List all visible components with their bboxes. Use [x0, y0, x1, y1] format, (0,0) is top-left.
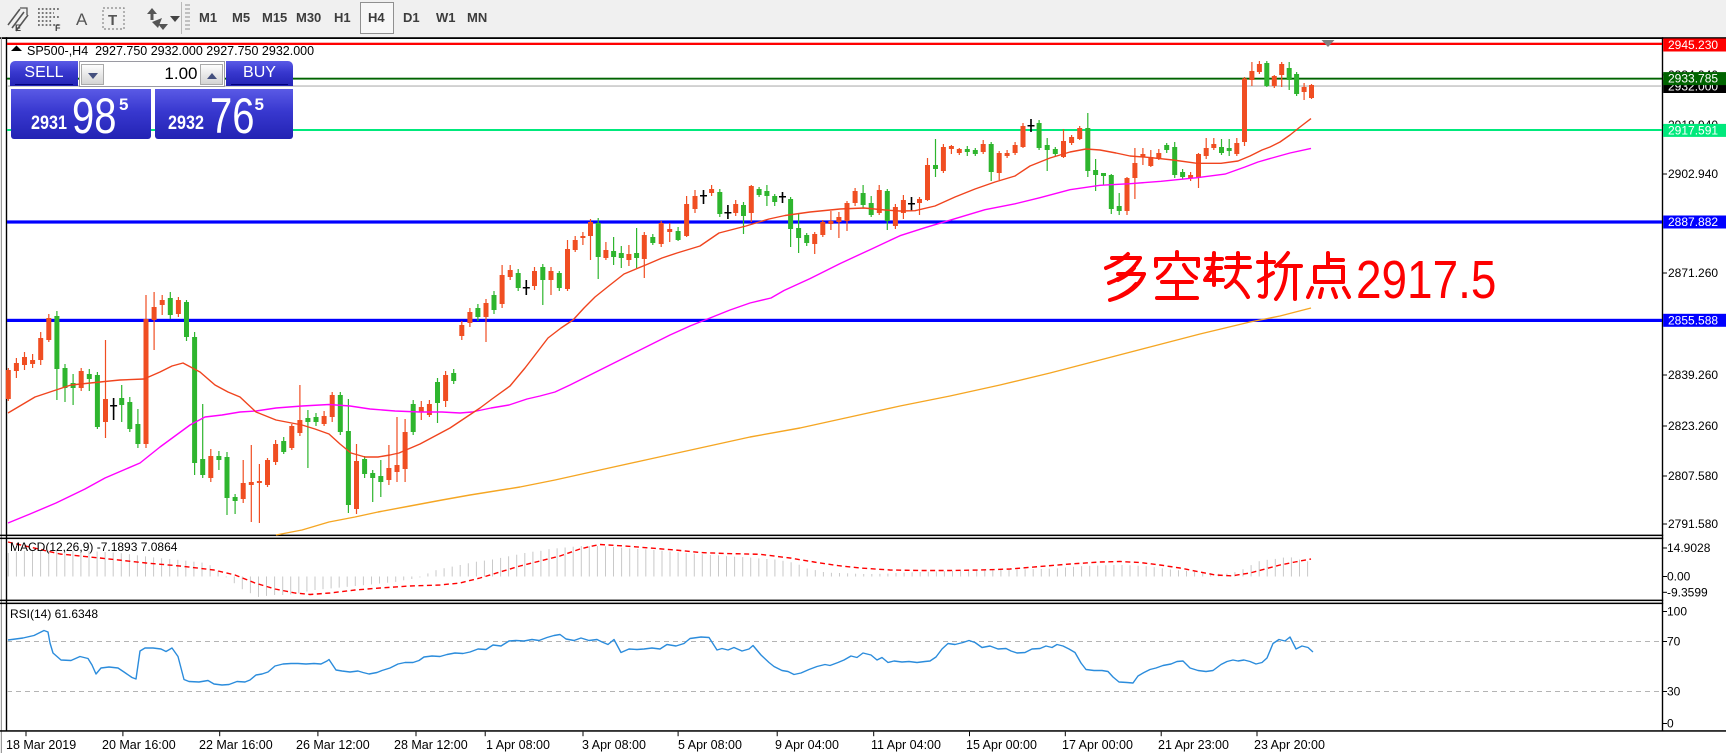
svg-text:T: T [108, 12, 117, 29]
svg-text:17 Apr 00:00: 17 Apr 00:00 [1062, 738, 1133, 752]
svg-text:15 Apr 00:00: 15 Apr 00:00 [966, 738, 1037, 752]
svg-text:20 Mar 16:00: 20 Mar 16:00 [102, 738, 176, 752]
svg-text:2823.260: 2823.260 [1668, 419, 1718, 433]
svg-text:18 Mar 2019: 18 Mar 2019 [6, 738, 76, 752]
svg-text:2902.940: 2902.940 [1668, 167, 1718, 181]
svg-text:14.9028: 14.9028 [1667, 541, 1711, 555]
svg-text:0.00: 0.00 [1667, 570, 1691, 584]
svg-text:5 Apr 08:00: 5 Apr 08:00 [678, 738, 742, 752]
svg-text:2917.591: 2917.591 [1668, 123, 1718, 137]
svg-text:2945.230: 2945.230 [1668, 38, 1718, 52]
svg-text:1 Apr 08:00: 1 Apr 08:00 [486, 738, 550, 752]
svg-text:2839.260: 2839.260 [1668, 368, 1718, 382]
svg-text:23 Apr 20:00: 23 Apr 20:00 [1254, 738, 1325, 752]
svg-text:2807.580: 2807.580 [1668, 469, 1718, 483]
svg-text:2791.580: 2791.580 [1668, 517, 1718, 531]
svg-text:RSI(14) 61.6348: RSI(14) 61.6348 [10, 607, 98, 621]
svg-text:9 Apr 04:00: 9 Apr 04:00 [775, 738, 839, 752]
svg-text:22 Mar 16:00: 22 Mar 16:00 [199, 738, 273, 752]
svg-text:A: A [76, 10, 88, 29]
svg-text:2871.260: 2871.260 [1668, 266, 1718, 280]
svg-text:SP500-,H4 2927.750 2932.000 2: SP500-,H4 2927.750 2932.000 2927.750 293… [27, 44, 314, 58]
svg-text:MACD(12,26,9) -7.1893 7.0864: MACD(12,26,9) -7.1893 7.0864 [10, 540, 178, 554]
svg-text:30: 30 [1667, 685, 1681, 699]
svg-text:E: E [15, 23, 21, 33]
svg-text:2917.5: 2917.5 [1356, 250, 1496, 310]
svg-text:11 Apr 04:00: 11 Apr 04:00 [871, 738, 941, 752]
svg-text:F: F [55, 23, 61, 33]
svg-text:2887.882: 2887.882 [1668, 215, 1718, 229]
svg-text:21 Apr 23:00: 21 Apr 23:00 [1158, 738, 1229, 752]
svg-text:2855.588: 2855.588 [1668, 313, 1718, 327]
svg-text:100: 100 [1667, 605, 1687, 619]
svg-text:28 Mar 12:00: 28 Mar 12:00 [394, 738, 468, 752]
svg-text:26 Mar 12:00: 26 Mar 12:00 [296, 738, 370, 752]
svg-text:2933.785: 2933.785 [1668, 72, 1718, 86]
svg-text:70: 70 [1667, 635, 1681, 649]
svg-text:-9.3599: -9.3599 [1667, 585, 1708, 599]
svg-text:3 Apr 08:00: 3 Apr 08:00 [582, 738, 646, 752]
svg-text:0: 0 [1667, 717, 1674, 731]
